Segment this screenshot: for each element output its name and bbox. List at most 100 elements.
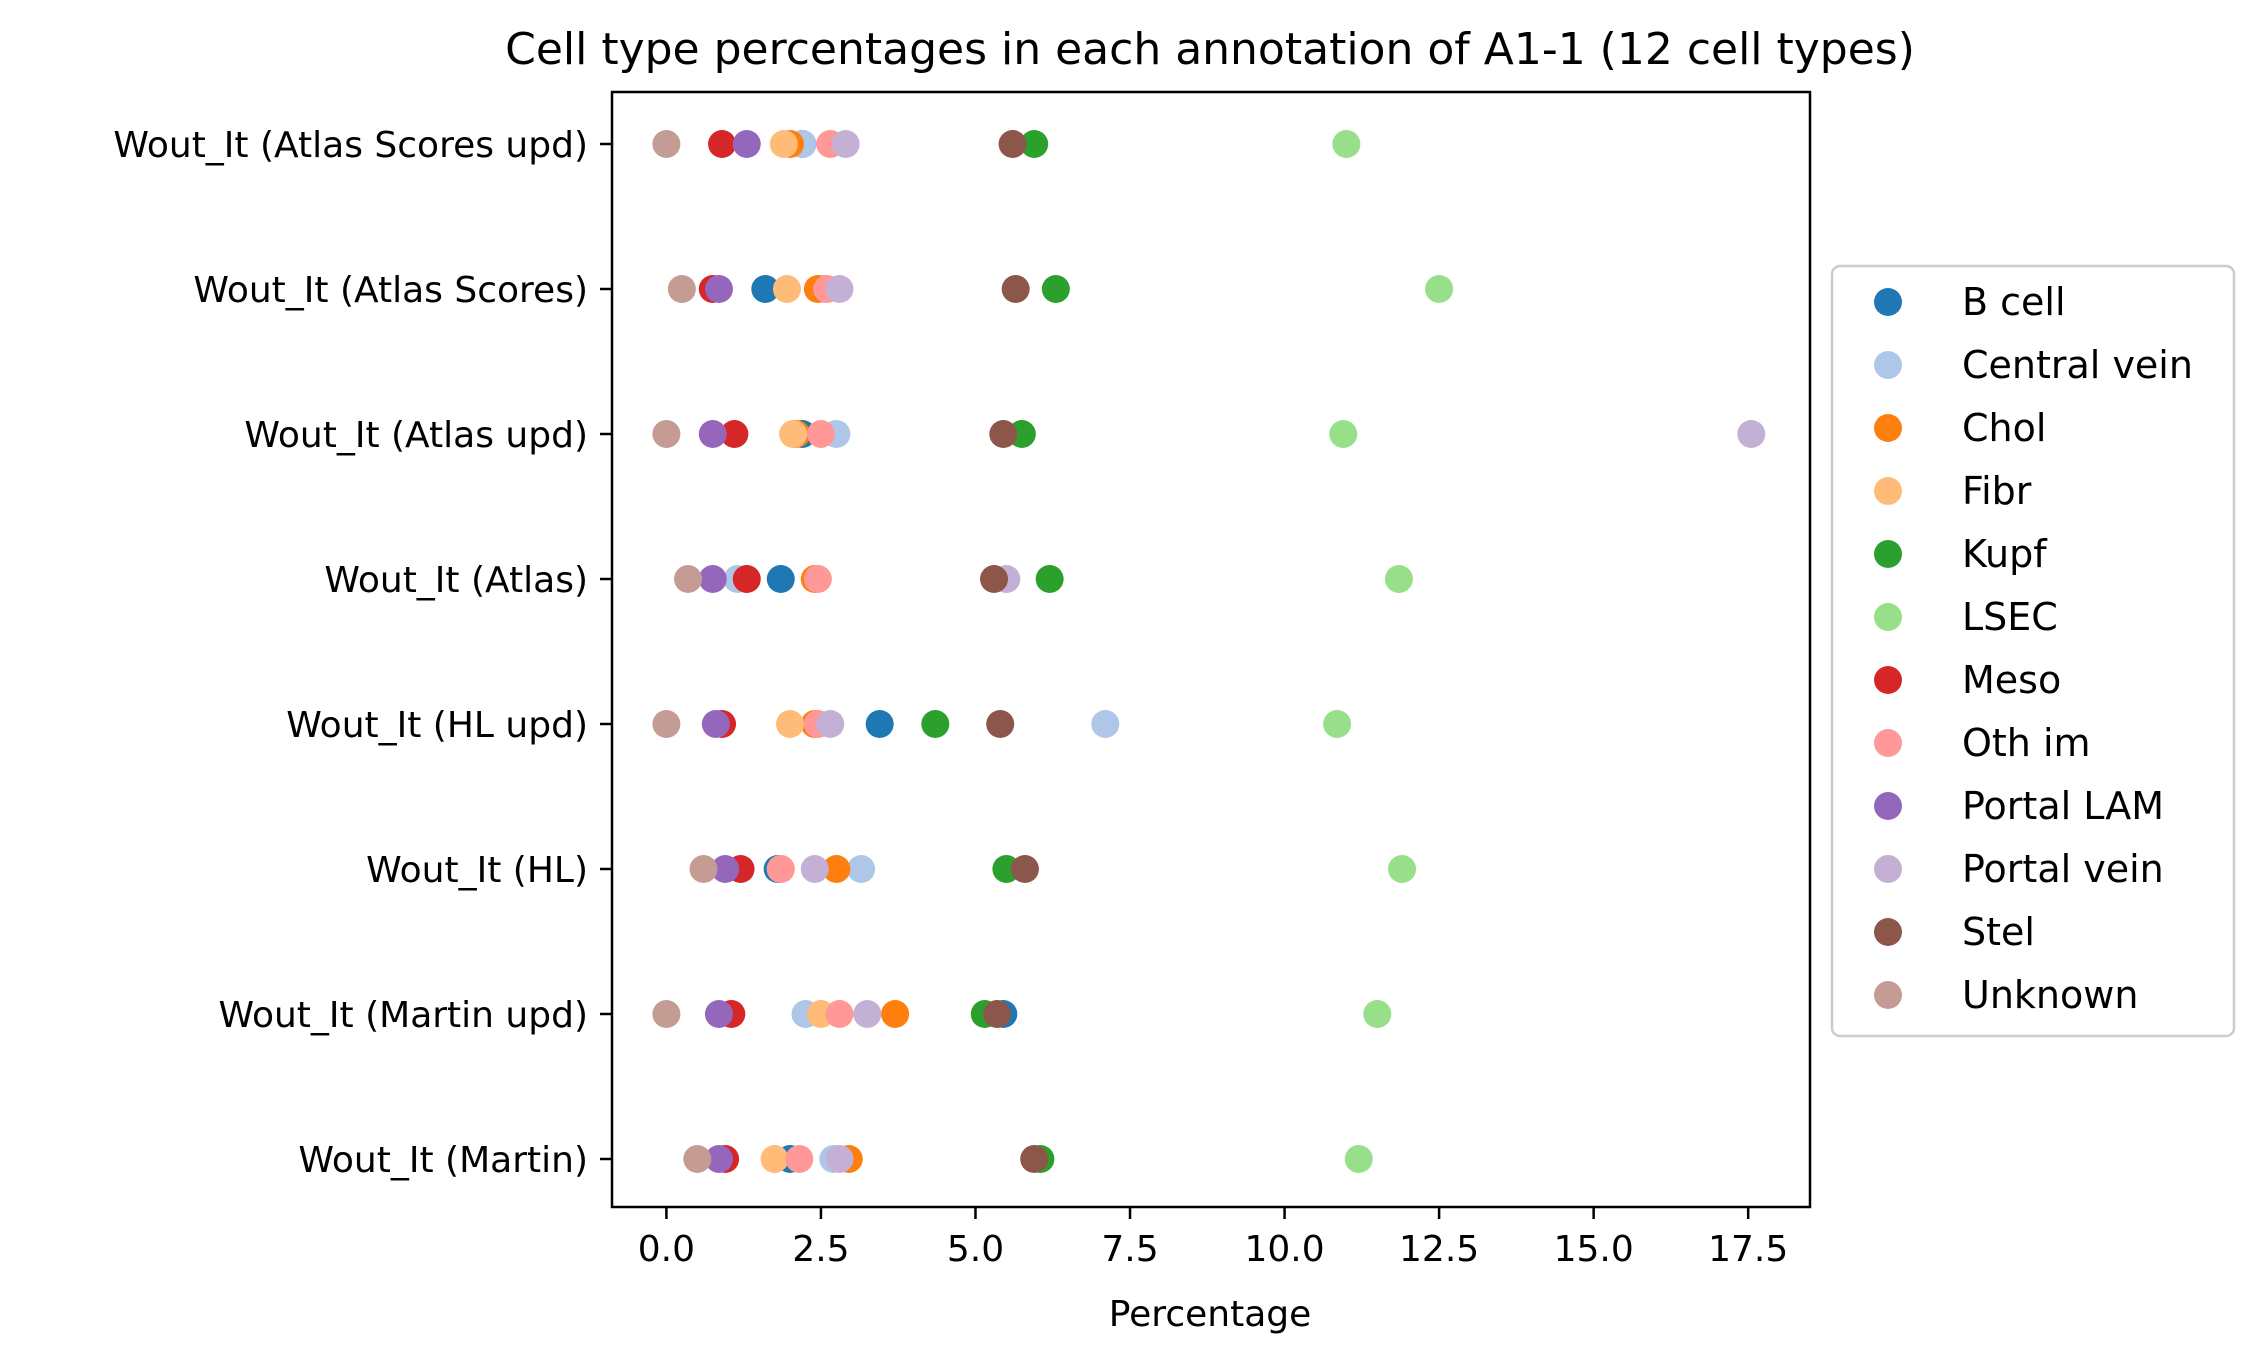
data-point (769, 130, 798, 158)
legend-item: Oth im (1874, 721, 2091, 765)
x-tick-label: 10.0 (1244, 1229, 1324, 1270)
data-point (1384, 565, 1413, 593)
legend-label: LSEC (1962, 595, 2058, 639)
data-point (865, 710, 894, 738)
legend-item: Kupf (1874, 532, 2048, 576)
x-tick-label: 7.5 (1101, 1229, 1158, 1270)
data-point (785, 1145, 814, 1173)
legend-item: Portal LAM (1874, 784, 2164, 828)
data-point (720, 420, 749, 448)
data-point (667, 275, 696, 303)
data-point (806, 420, 835, 448)
legend-label: Oth im (1962, 721, 2091, 765)
data-point (751, 275, 780, 303)
data-point (989, 420, 1018, 448)
data-point (825, 1145, 854, 1173)
legend-marker (1874, 981, 1902, 1009)
legend-label: Fibr (1962, 469, 2032, 513)
legend-label: Stel (1962, 910, 2035, 954)
data-point (822, 855, 851, 883)
x-tick-label: 2.5 (792, 1229, 849, 1270)
y-tick-label: Wout_It (Martin upd) (218, 995, 588, 1036)
data-point (1001, 275, 1030, 303)
legend-item: Portal vein (1874, 847, 2164, 891)
legend-item: Stel (1874, 910, 2035, 954)
data-point (652, 710, 681, 738)
data-point (1020, 1145, 1049, 1173)
y-tick-label: Wout_It (Atlas) (324, 560, 588, 601)
data-point (689, 855, 718, 883)
y-tick-label: Wout_It (Atlas Scores) (193, 270, 588, 311)
x-tick-label: 12.5 (1399, 1229, 1479, 1270)
data-point (652, 1000, 681, 1028)
legend-marker (1874, 918, 1902, 946)
y-tick-label: Wout_It (HL upd) (286, 705, 588, 746)
legend-marker (1874, 351, 1902, 379)
legend-marker (1874, 792, 1902, 820)
data-point (1091, 710, 1120, 738)
legend-item: Chol (1874, 406, 2046, 450)
data-point (853, 1000, 882, 1028)
chart-title: Cell type percentages in each annotation… (505, 24, 1915, 75)
series-stel (980, 130, 1049, 1173)
data-point (1737, 420, 1766, 448)
data-point (803, 565, 832, 593)
series-portal-lam (698, 130, 761, 1173)
data-point (1425, 275, 1454, 303)
x-axis-label: Percentage (1109, 1294, 1312, 1335)
plot-frame (610, 90, 1812, 1209)
x-axis-ticks: 0.0 2.5 5.0 7.5 10.0 12.5 15.0 17.5 (638, 1207, 1788, 1270)
data-point (704, 1000, 733, 1028)
legend-label: Unknown (1962, 973, 2138, 1017)
data-point (708, 130, 737, 158)
data-point (760, 1145, 789, 1173)
data-point (779, 420, 808, 448)
legend-marker (1874, 540, 1902, 568)
y-tick-label: Wout_It (Martin) (298, 1140, 588, 1181)
x-tick-label: 0.0 (638, 1229, 695, 1270)
data-point (847, 855, 876, 883)
legend-marker (1874, 288, 1902, 316)
data-points (652, 130, 1766, 1173)
data-point (1388, 855, 1417, 883)
data-point (701, 710, 730, 738)
data-point (800, 855, 829, 883)
legend-item: Fibr (1874, 469, 2032, 513)
y-tick-label: Wout_It (HL) (366, 850, 588, 891)
data-point (881, 1000, 910, 1028)
data-point (1329, 420, 1358, 448)
data-point (998, 130, 1027, 158)
data-point (831, 130, 860, 158)
data-point (986, 710, 1015, 738)
data-point (980, 565, 1009, 593)
data-point (1344, 1145, 1373, 1173)
data-point (1041, 275, 1070, 303)
data-point (766, 855, 795, 883)
legend-frame (1830, 264, 2236, 1038)
series-portal-vein (800, 130, 1766, 1173)
y-axis-ticks: Wout_It (Atlas Scores upd) Wout_It (Atlas… (113, 125, 612, 1181)
series-unknown (652, 130, 718, 1173)
x-tick-label: 17.5 (1708, 1229, 1788, 1270)
plot-area: 0.0 2.5 5.0 7.5 10.0 12.5 15.0 17.5 Wout_It (At… (113, 90, 1812, 1270)
legend-label: Chol (1962, 406, 2046, 450)
legend-label: Central vein (1962, 343, 2193, 387)
data-point (1035, 565, 1064, 593)
y-tick-label: Wout_It (Atlas upd) (244, 415, 588, 456)
legend-label: Meso (1962, 658, 2061, 702)
data-point (1020, 130, 1049, 158)
legend-item: LSEC (1874, 595, 2058, 639)
x-tick-label: 5.0 (947, 1229, 1004, 1270)
data-point (983, 1000, 1012, 1028)
data-point (816, 710, 845, 738)
data-point (698, 565, 727, 593)
data-point (1332, 130, 1361, 158)
legend-label: B cell (1962, 280, 2066, 324)
data-point (698, 420, 727, 448)
data-point (732, 130, 761, 158)
data-point (683, 1145, 712, 1173)
data-point (1363, 1000, 1392, 1028)
legend-marker (1874, 477, 1902, 505)
data-point (674, 565, 703, 593)
